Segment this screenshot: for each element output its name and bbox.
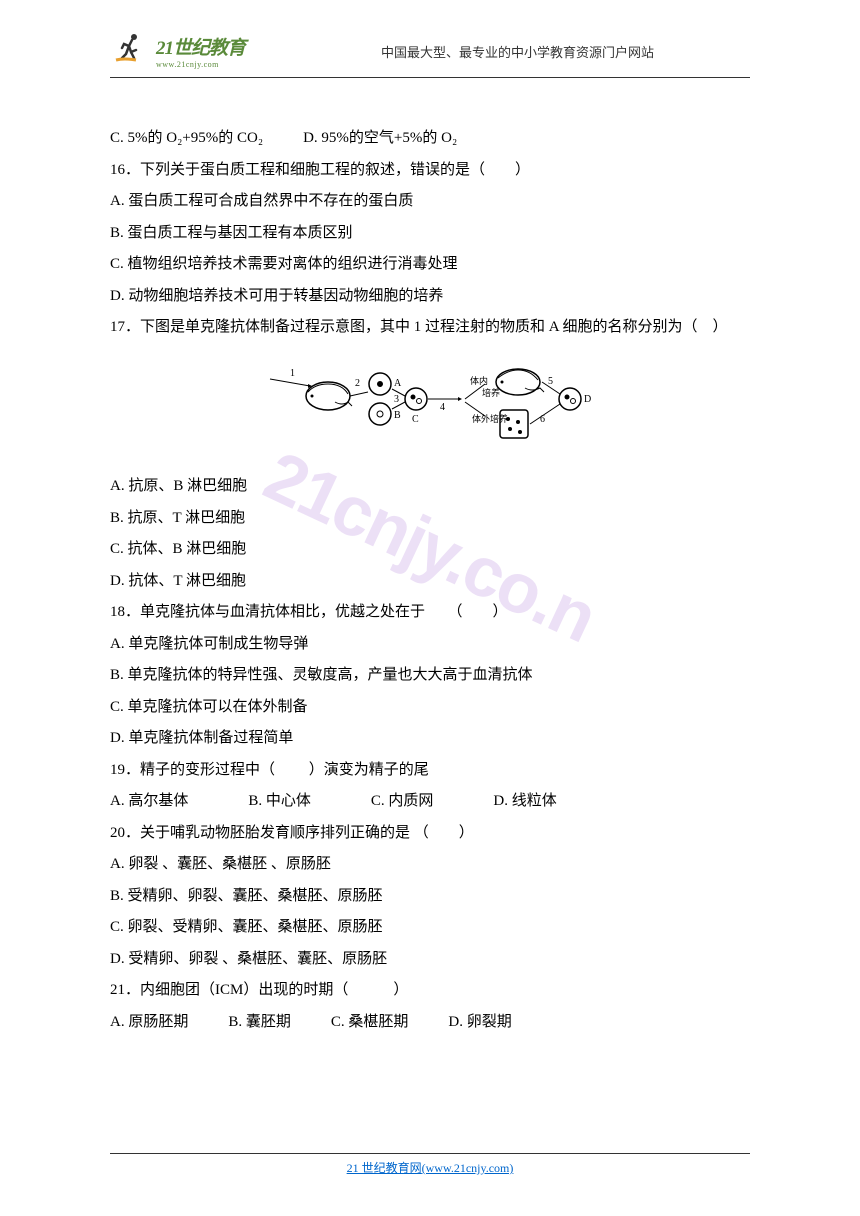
q19-opt-a: A. 高尔基体	[110, 793, 188, 809]
q16-opt-a: A. 蛋白质工程可合成自然界中不存在的蛋白质	[110, 186, 750, 218]
q17-opt-b: B. 抗原、T 淋巴细胞	[110, 503, 750, 535]
q18-opt-d: D. 单克隆抗体制备过程简单	[110, 723, 750, 755]
q19-opt-c: C. 内质网	[371, 793, 434, 809]
diagram-label-tinei: 体内	[470, 375, 488, 386]
q21-options: A. 原肠胚期 B. 囊胚期 C. 桑椹胚期 D. 卵裂期	[110, 1007, 750, 1039]
q16-stem: 16．下列关于蛋白质工程和细胞工程的叙述，错误的是（ ）	[110, 155, 750, 187]
page-footer: 21 世纪教育网(www.21cnjy.com)	[110, 1153, 750, 1176]
q19-opt-d: D. 线粒体	[493, 793, 556, 809]
q21-opt-c: C. 桑椹胚期	[331, 1014, 409, 1030]
q17-opt-c: C. 抗体、B 淋巴细胞	[110, 534, 750, 566]
q18-stem: 18．单克隆抗体与血清抗体相比，优越之处在于 （ ）	[110, 597, 750, 629]
header-tagline: 中国最大型、最专业的中小学教育资源门户网站	[245, 42, 750, 61]
q19-stem: 19．精子的变形过程中（ ）演变为精子的尾	[110, 755, 750, 787]
page-header: 21世纪教育 www.21cnjy.com 中国最大型、最专业的中小学教育资源门…	[110, 30, 750, 78]
q15-opt-d: D. 95%的空气+5%的 O₂	[303, 130, 457, 146]
content-area: 21cnjy.co.n C. 5%的 O₂+95%的 CO₂D. 95%的空气+…	[110, 123, 750, 1038]
q17-opt-d: D. 抗体、T 淋巴细胞	[110, 566, 750, 598]
svg-text:培养: 培养	[482, 387, 500, 398]
q20-opt-a: A. 卵裂 、囊胚、桑椹胚 、原肠胚	[110, 849, 750, 881]
diagram-label-4: 4	[440, 402, 445, 413]
q19-options: A. 高尔基体 B. 中心体 C. 内质网 D. 线粒体	[110, 786, 750, 818]
diagram-label-D: D	[584, 394, 591, 405]
q20-opt-c: C. 卵裂、受精卵、囊胚、桑椹胚、原肠胚	[110, 912, 750, 944]
q19-opt-b: B. 中心体	[248, 793, 311, 809]
diagram-label-6: 6	[540, 414, 545, 425]
q18-opt-c: C. 单克隆抗体可以在体外制备	[110, 692, 750, 724]
q18-opt-b: B. 单克隆抗体的特异性强、灵敏度高，产量也大大高于血清抗体	[110, 660, 750, 692]
diagram-label-A: A	[394, 378, 402, 389]
logo-runner-icon	[110, 30, 152, 72]
diagram-label-1: 1	[290, 368, 295, 379]
diagram-label-3: 3	[394, 394, 399, 405]
footer-link[interactable]: (www.21cnjy.com)	[422, 1161, 514, 1175]
q15-options-cd: C. 5%的 O₂+95%的 CO₂ D. 95%的空气+5%的 O₂	[110, 123, 750, 155]
q16-opt-d: D. 动物细胞培养技术可用于转基因动物细胞的培养	[110, 281, 750, 313]
logo-main-text: 21世纪教育	[156, 33, 245, 60]
q15-opt-c: C. 5%的 O₂+95%的 CO₂	[110, 130, 263, 146]
q21-stem: 21．内细胞团（ICM）出现的时期（ ）	[110, 975, 750, 1007]
q17-opt-a: A. 抗原、B 淋巴细胞	[110, 471, 750, 503]
logo-sub-text: www.21cnjy.com	[156, 60, 245, 69]
q20-opt-d: D. 受精卵、卵裂 、桑椹胚、囊胚、原肠胚	[110, 944, 750, 976]
q21-opt-a: A. 原肠胚期	[110, 1014, 188, 1030]
q18-opt-a: A. 单克隆抗体可制成生物导弹	[110, 629, 750, 661]
q21-opt-b: B. 囊胚期	[228, 1014, 291, 1030]
q21-opt-d: D. 卵裂期	[448, 1014, 511, 1030]
q17-diagram: 1 2 A B 3	[110, 354, 750, 462]
q17-stem: 17．下图是单克隆抗体制备过程示意图，其中 1 过程注射的物质和 A 细胞的名称…	[110, 312, 750, 344]
diagram-label-2: 2	[355, 378, 360, 389]
q20-stem: 20．关于哺乳动物胚胎发育顺序排列正确的是 （ ）	[110, 818, 750, 850]
diagram-label-5: 5	[548, 376, 553, 387]
q16-opt-c: C. 植物组织培养技术需要对离体的组织进行消毒处理	[110, 249, 750, 281]
diagram-label-B: B	[394, 410, 401, 421]
diagram-label-C: C	[412, 414, 419, 425]
q16-opt-b: B. 蛋白质工程与基因工程有本质区别	[110, 218, 750, 250]
footer-prefix[interactable]: 21 世纪教育网	[347, 1161, 422, 1175]
logo: 21世纪教育 www.21cnjy.com	[110, 30, 245, 72]
diagram-label-tiwai: 体外培养	[472, 413, 508, 424]
q20-opt-b: B. 受精卵、卵裂、囊胚、桑椹胚、原肠胚	[110, 881, 750, 913]
